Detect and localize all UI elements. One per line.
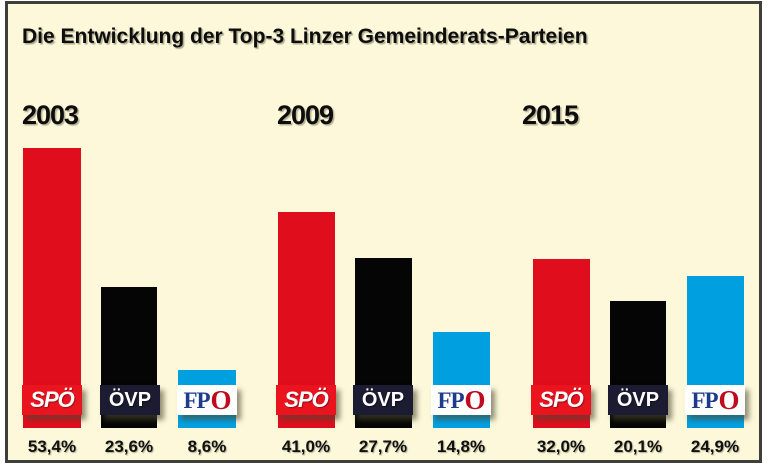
- spoe-logo-2003: SPÖ: [22, 385, 82, 415]
- fpo-logo-2003: FP O: [177, 385, 237, 415]
- spoe-logo-2009: SPÖ: [276, 385, 336, 415]
- value-label-spoe-2009: 41,0%: [281, 437, 331, 456]
- fpo-logo-2015: FP O: [685, 385, 745, 415]
- value-label-ovp-2015: 20,1%: [613, 437, 663, 456]
- value-label-fpo-2009: 14,8%: [436, 437, 486, 456]
- value-label-fpo-2015: 24,9%: [690, 437, 740, 456]
- year-label-2015: 2015: [522, 100, 579, 130]
- fpo-logo-text-red: O: [210, 384, 232, 415]
- ovp-logo-2003: ÖVP: [100, 385, 160, 415]
- fpo-logo-2009: FP O: [431, 385, 491, 415]
- value-label-ovp-2003: 23,6%: [104, 437, 154, 456]
- year-label-2009: 2009: [277, 100, 334, 130]
- ovp-logo-2015: ÖVP: [608, 385, 668, 415]
- chart-title: Die Entwicklung der Top-3 Linzer Gemeind…: [22, 25, 588, 48]
- fpo-logo-text-red: O: [718, 384, 740, 415]
- spoe-logo-2015: SPÖ: [531, 385, 591, 415]
- fpo-logo-text-blue: FP: [183, 387, 210, 413]
- year-label-2003: 2003: [22, 100, 79, 130]
- fpo-logo-text-blue: FP: [691, 387, 718, 413]
- bar-spoe-2003: [23, 148, 81, 428]
- value-label-spoe-2003: 53,4%: [27, 437, 77, 456]
- value-label-ovp-2009: 27,7%: [358, 437, 408, 456]
- value-label-fpo-2003: 8,6%: [187, 437, 227, 456]
- fpo-logo-text-red: O: [464, 384, 486, 415]
- value-label-spoe-2015: 32,0%: [536, 437, 586, 456]
- ovp-logo-2009: ÖVP: [353, 385, 413, 415]
- fpo-logo-text-blue: FP: [437, 387, 464, 413]
